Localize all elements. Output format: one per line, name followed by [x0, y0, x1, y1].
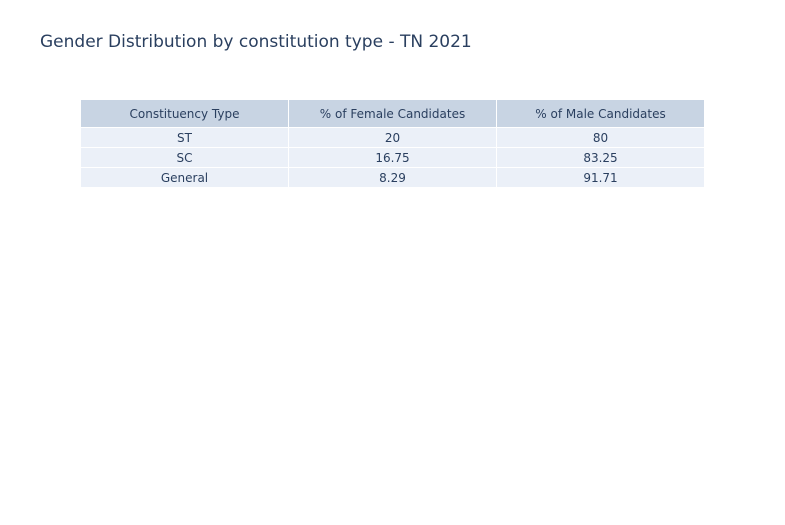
column-header-male-percent: % of Male Candidates	[496, 99, 705, 128]
table-header-row: Constituency Type % of Female Candidates…	[80, 99, 705, 128]
cell-male-percent: 80	[496, 127, 705, 148]
cell-constituency-type: General	[80, 167, 289, 188]
column-header-female-percent: % of Female Candidates	[288, 99, 497, 128]
chart-title: Gender Distribution by constitution type…	[40, 32, 472, 52]
table-row: SC 16.75 83.25	[80, 147, 705, 168]
table-row: General 8.29 91.71	[80, 167, 705, 188]
cell-constituency-type: ST	[80, 127, 289, 148]
cell-female-percent: 16.75	[288, 147, 497, 168]
cell-female-percent: 8.29	[288, 167, 497, 188]
cell-male-percent: 83.25	[496, 147, 705, 168]
cell-male-percent: 91.71	[496, 167, 705, 188]
cell-female-percent: 20	[288, 127, 497, 148]
table-row: ST 20 80	[80, 127, 705, 148]
cell-constituency-type: SC	[80, 147, 289, 168]
column-header-constituency-type: Constituency Type	[80, 99, 289, 128]
data-table-container: Constituency Type % of Female Candidates…	[80, 99, 705, 188]
data-table: Constituency Type % of Female Candidates…	[80, 99, 705, 188]
